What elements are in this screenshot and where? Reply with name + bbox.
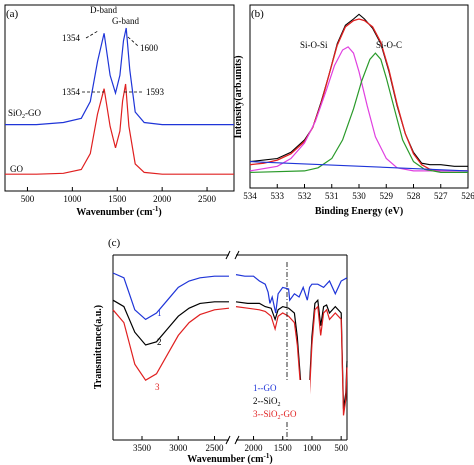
curve-label-1: 1 <box>157 308 162 318</box>
panel-c-legend: 1--GO 2--SiO2 3--SiO2-GO <box>250 380 310 421</box>
series-raw-line <box>249 13 468 167</box>
series-si-o-c-line <box>249 52 468 173</box>
panel-b-ticks: 534 533 532 531 530 529 528 527 526 <box>243 184 474 201</box>
series-label-sio2-go: SiO2-GO <box>8 108 42 120</box>
x-tick-label-1500: 1500 <box>108 194 127 204</box>
axis-break-bottom <box>225 435 240 445</box>
panel-a-ticks: 500 1000 1500 2000 2500 <box>21 187 217 204</box>
si-o-c-label: Si-O-C <box>376 40 402 50</box>
panel-a-label: (a) <box>6 8 19 20</box>
x-tick-label-530: 530 <box>352 191 366 201</box>
legend-entry-go: 1--GO <box>253 383 277 393</box>
series-sio2-go-line <box>5 27 234 126</box>
x-tick-label-500: 500 <box>21 194 35 204</box>
panel-a-xlabel: Wavenumber (cm-1) <box>76 205 161 218</box>
panel-b-plot <box>249 13 469 173</box>
panel-c-xlabel: Wavenumber (cm-1) <box>187 452 272 465</box>
x-tick-label-2500: 2500 <box>198 194 217 204</box>
si-o-si-label: Si-O-Si <box>300 40 328 50</box>
legend-entry-sio2: 2--SiO2 <box>253 396 281 408</box>
series-go-right-line <box>235 274 348 314</box>
x-tick-label-1000: 1000 <box>63 194 82 204</box>
curve-label-2: 2 <box>157 337 162 347</box>
x-tick-label-2000: 2000 <box>245 443 264 453</box>
x-tick-label-2500: 2500 <box>206 443 225 453</box>
x-tick-label-3500: 3500 <box>133 443 152 453</box>
bottom-right-peak-label: 1593 <box>146 87 165 97</box>
panel-a-frame <box>4 4 235 192</box>
x-tick-label-3000: 3000 <box>169 443 188 453</box>
curve-label-3: 3 <box>155 382 160 392</box>
top-right-peak-label: 1600 <box>140 43 159 53</box>
x-tick-label-534: 534 <box>243 191 257 201</box>
x-tick-label-529: 529 <box>380 191 394 201</box>
panel-b: (b) 534 533 532 531 530 529 528 527 526 Binding … <box>233 4 474 217</box>
series-fit-envelope-line <box>249 18 468 172</box>
panel-c-frame <box>112 250 348 445</box>
panel-b-label: (b) <box>251 8 264 20</box>
series-sio2-left-line <box>112 299 229 346</box>
top-left-peak-label: 1354 <box>62 33 81 43</box>
panel-c-plot <box>112 272 348 420</box>
series-si-o-si-line <box>249 46 468 172</box>
series-label-go: GO <box>10 164 23 174</box>
top-left-arrow <box>85 30 99 39</box>
g-band-label: G-band <box>112 16 139 26</box>
top-right-arrow <box>127 36 139 47</box>
series-go-left-line <box>112 272 229 321</box>
x-tick-label-532: 532 <box>298 191 312 201</box>
x-tick-label-533: 533 <box>271 191 285 201</box>
series-go-line <box>5 83 234 175</box>
axis-break-top <box>225 250 240 260</box>
x-tick-label-1500: 1500 <box>274 443 293 453</box>
panel-a: (a) 500 1000 1500 2000 2500 Wavenumber (cm-1… <box>4 4 235 218</box>
x-tick-label-2000: 2000 <box>153 194 172 204</box>
panel-a-plot <box>5 27 234 175</box>
bottom-left-peak-label: 1354 <box>62 87 81 97</box>
x-tick-label-531: 531 <box>325 191 339 201</box>
x-tick-label-526: 526 <box>461 191 474 201</box>
panel-c-ylabel: Transmittance(a.u.) <box>93 305 104 389</box>
x-tick-label-527: 527 <box>434 191 448 201</box>
panel-b-xlabel: Binding Energy (eV) <box>315 206 403 217</box>
x-tick-label-528: 528 <box>407 191 421 201</box>
series-background-line <box>249 161 469 172</box>
panel-b-ylabel: Intensity(arb.units) <box>233 55 244 138</box>
x-tick-label-500: 500 <box>334 443 348 453</box>
panel-c: (c) 3500 3000 2500 2000 1500 1000 500 Wavenumb… <box>93 237 348 465</box>
panel-c-ticks: 3500 3000 2500 2000 1500 1000 500 <box>133 436 348 453</box>
panel-b-frame <box>249 4 469 189</box>
x-tick-label-1000: 1000 <box>303 443 322 453</box>
panel-c-label: (c) <box>108 237 121 249</box>
legend-box <box>250 380 310 420</box>
series-sio2-go-left-line <box>112 307 230 382</box>
legend-entry-sio2-go: 3--SiO2-GO <box>253 409 297 421</box>
d-band-label: D-band <box>90 5 117 15</box>
